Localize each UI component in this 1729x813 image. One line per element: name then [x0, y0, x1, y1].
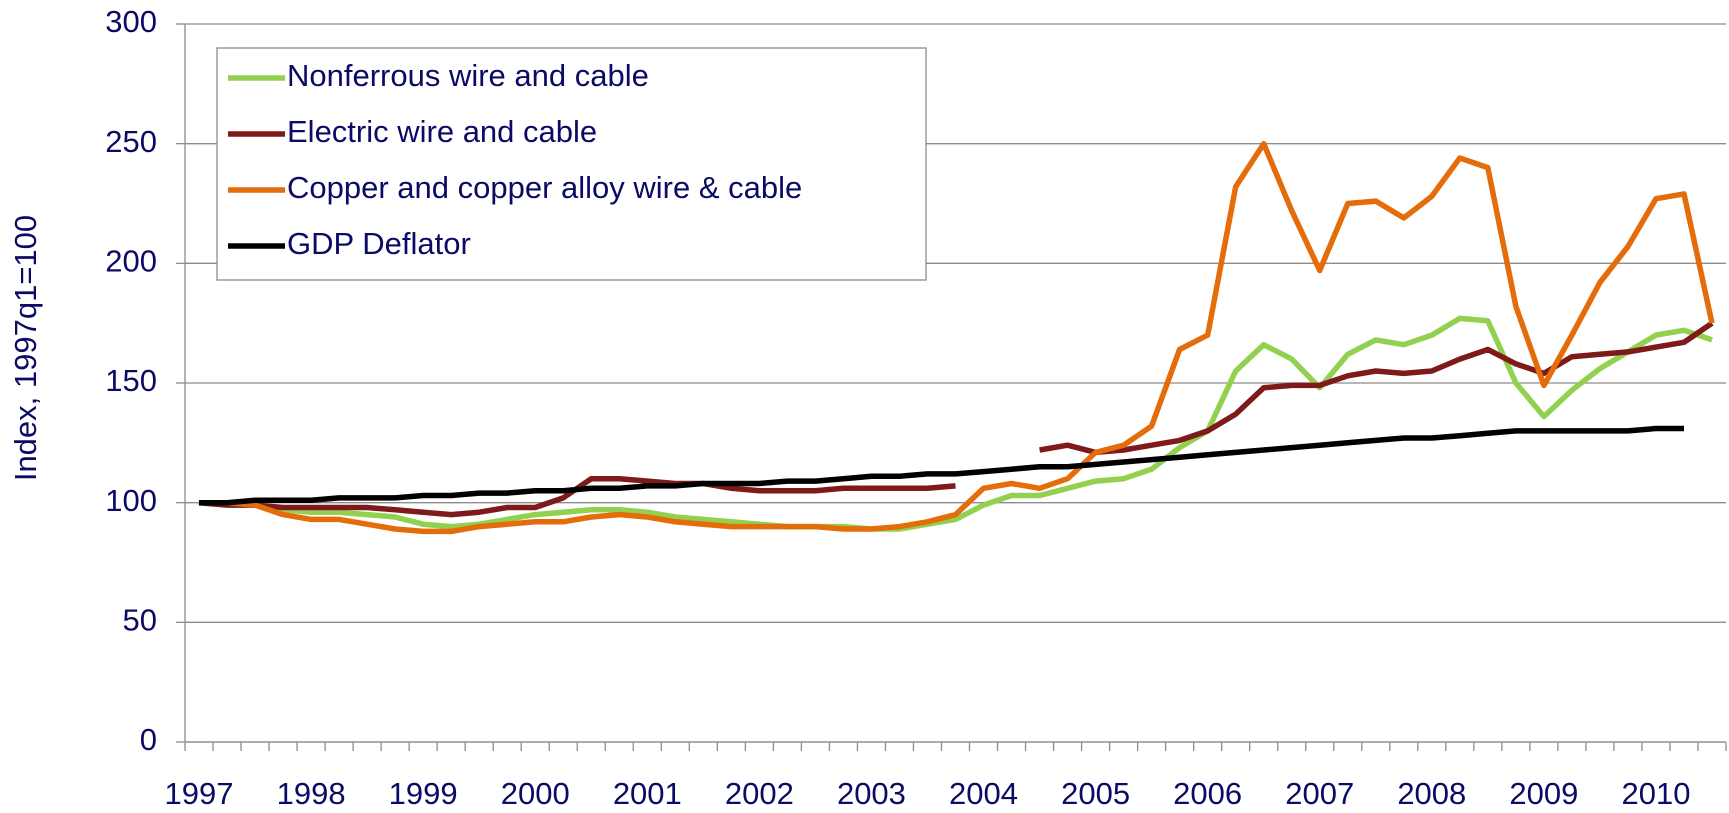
x-tick-label: 2003 — [837, 776, 906, 811]
x-tick-label: 2005 — [1061, 776, 1130, 811]
series-line — [198, 320, 1714, 518]
legend-label: Copper and copper alloy wire & cable — [287, 170, 802, 205]
series-line — [199, 315, 1713, 532]
x-tick-label: 2002 — [725, 776, 794, 811]
x-tick-label: 2001 — [613, 776, 682, 811]
x-tick-label: 2007 — [1285, 776, 1354, 811]
x-tick-label: 1997 — [165, 776, 234, 811]
legend-label: GDP Deflator — [287, 226, 471, 261]
y-tick-label: 150 — [105, 363, 157, 398]
x-tick-label: 1998 — [277, 776, 346, 811]
x-tick-label: 2000 — [501, 776, 570, 811]
series-line — [199, 140, 1715, 535]
series-line — [199, 425, 1684, 506]
y-tick-label: 100 — [105, 483, 157, 518]
x-tick-label: 2008 — [1397, 776, 1466, 811]
y-tick-label: 50 — [123, 603, 157, 638]
x-tick-label: 1999 — [389, 776, 458, 811]
legend-box — [216, 47, 927, 281]
y-tick-label: 250 — [105, 124, 157, 159]
x-tick-label: 2009 — [1509, 776, 1578, 811]
legend-label: Electric wire and cable — [287, 114, 597, 149]
legend-label: Nonferrous wire and cable — [287, 58, 649, 93]
x-tick-label: 2010 — [1621, 776, 1690, 811]
x-tick-label: 2004 — [949, 776, 1018, 811]
y-axis-label: Index, 1997q1=100 — [8, 215, 43, 481]
y-tick-label: 300 — [105, 4, 157, 39]
x-tick-label: 2006 — [1173, 776, 1242, 811]
y-tick-label: 0 — [140, 722, 157, 757]
y-tick-label: 200 — [105, 244, 157, 279]
